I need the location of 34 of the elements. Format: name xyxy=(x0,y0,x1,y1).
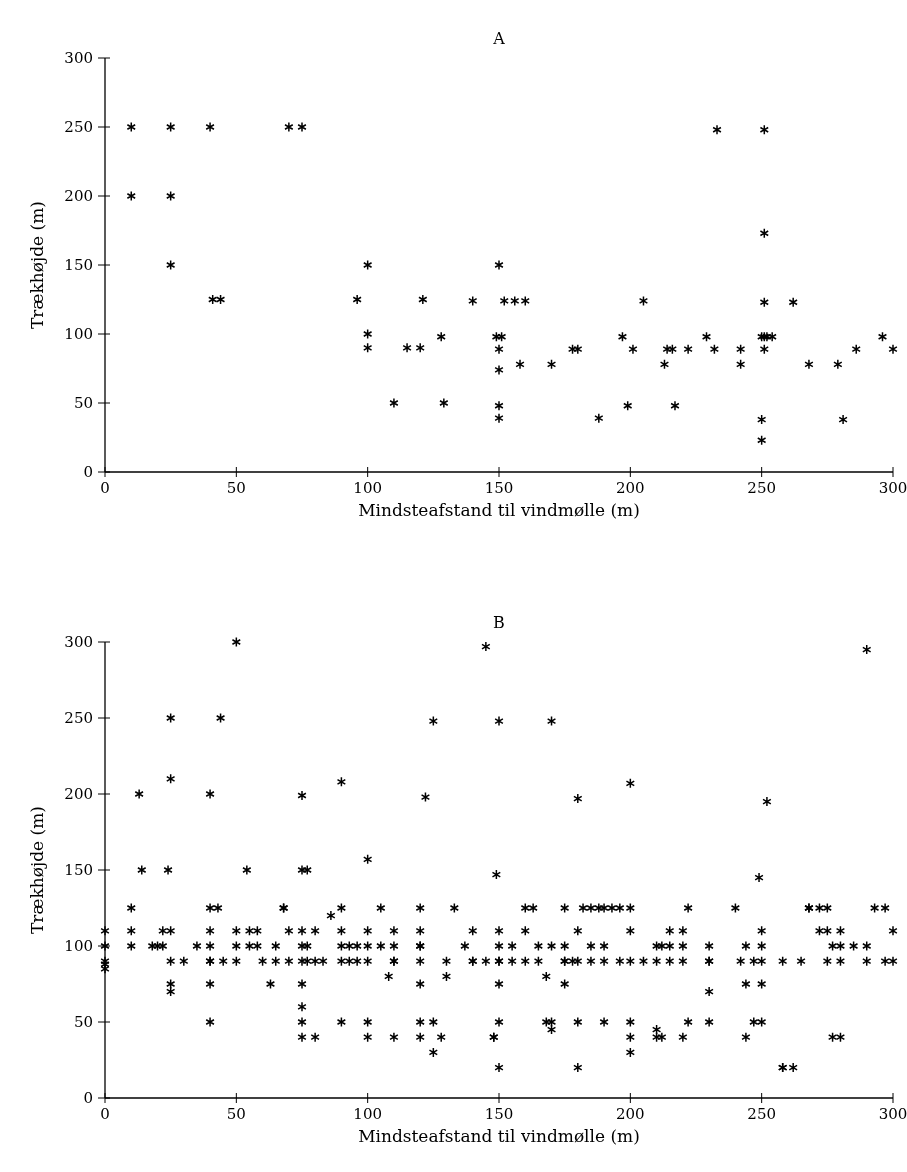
x-tick-label: 0 xyxy=(100,479,110,497)
x-tick-label: 300 xyxy=(878,479,907,497)
y-tick-label: 150 xyxy=(64,861,93,879)
x-tick-label: 50 xyxy=(226,479,246,497)
x-tick-label: 150 xyxy=(484,1105,514,1123)
y-tick-label: 150 xyxy=(64,256,93,274)
y-tick-label: 300 xyxy=(64,49,93,67)
x-tick-label: 250 xyxy=(747,479,776,497)
x-tick-label: 200 xyxy=(616,1105,645,1123)
chart-title: A xyxy=(492,29,506,48)
x-tick-label: 250 xyxy=(747,1105,776,1123)
x-tick-label: 100 xyxy=(353,1105,382,1123)
x-tick-label: 200 xyxy=(616,479,645,497)
y-tick-label: 0 xyxy=(83,1089,93,1107)
y-tick-label: 50 xyxy=(73,394,93,412)
y-tick-label: 300 xyxy=(64,633,93,651)
x-tick-label: 100 xyxy=(353,479,382,497)
x-tick-label: 0 xyxy=(100,1105,110,1123)
y-tick-label: 100 xyxy=(64,937,93,955)
x-axis-title: Mindsteafstand til vindmølle (m) xyxy=(358,1126,640,1146)
y-tick-label: 200 xyxy=(64,785,93,803)
chart-title: B xyxy=(493,613,505,632)
y-tick-label: 250 xyxy=(64,709,93,727)
y-tick-label: 250 xyxy=(64,118,93,136)
y-tick-label: 200 xyxy=(64,187,93,205)
x-tick-label: 50 xyxy=(226,1105,246,1123)
x-tick-label: 150 xyxy=(484,479,514,497)
x-tick-label: 300 xyxy=(878,1105,907,1123)
y-axis-title: Trækhøjde (m) xyxy=(27,806,47,934)
y-tick-label: 50 xyxy=(73,1013,93,1031)
y-tick-label: 0 xyxy=(83,463,93,481)
y-tick-label: 100 xyxy=(64,325,93,343)
y-axis-title: Trækhøjde (m) xyxy=(27,201,47,329)
x-axis-title: Mindsteafstand til vindmølle (m) xyxy=(358,500,640,520)
